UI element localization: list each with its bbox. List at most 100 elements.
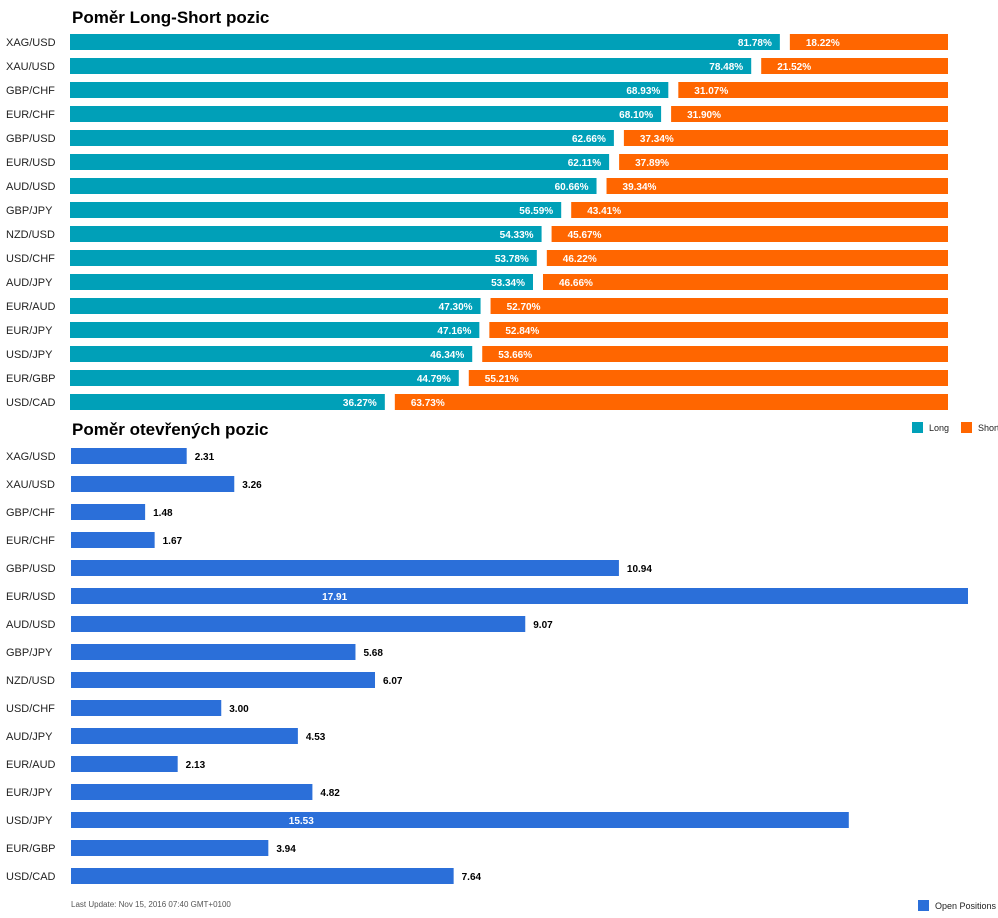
ls-category-label-aud-usd: AUD/USD [6,181,56,193]
open-positions-bar-aud-jpy [71,728,298,744]
open-positions-value-label-gbp-usd: 10.94 [627,564,652,575]
short-bar-gbp-chf [678,82,948,98]
short-bar-usd-jpy [482,346,948,362]
short-value-label-gbp-usd: 37.34% [640,134,674,145]
long-bar-eur-chf [70,106,662,122]
ls-category-label-eur-chf: EUR/CHF [6,109,55,121]
legend-label-short: Short [978,422,998,433]
short-bar-aud-usd [606,178,948,194]
open-positions-bar-gbp-jpy [71,644,356,660]
ls-category-label-eur-gbp: EUR/GBP [6,373,56,385]
long-bar-gbp-chf [70,82,669,98]
op-category-label-aud-usd: AUD/USD [6,619,56,631]
legend-item-short: Short [961,422,998,433]
op-category-label-xau-usd: XAU/USD [6,479,55,491]
legend-item-long: Long [912,422,949,433]
open-positions-bar-nzd-usd [71,672,376,688]
long-bar-eur-gbp [70,370,459,386]
op-category-label-usd-cad: USD/CAD [6,871,56,883]
ls-category-label-xag-usd: XAG/USD [6,37,56,49]
long-value-label-gbp-usd: 62.66% [572,134,606,145]
long-bar-usd-cad [70,394,385,410]
long-value-label-aud-usd: 60.66% [555,182,589,193]
short-bar-eur-gbp [468,370,948,386]
open-positions-value-label-nzd-usd: 6.07 [383,676,403,687]
ls-category-label-usd-jpy: USD/JPY [6,349,53,361]
op-category-label-nzd-usd: NZD/USD [6,675,55,687]
long-short-chart-title: Poměr Long-Short pozic [72,8,270,27]
long-value-label-eur-gbp: 44.79% [417,374,451,385]
long-bar-eur-usd [70,154,610,170]
open-positions-bar-xag-usd [71,448,187,464]
long-value-label-nzd-usd: 54.33% [500,230,534,241]
open-positions-chart: XAG/USD 2.31 XAU/USD 3.26 GBP/CHF 1.48 EUR/CHF… [6,448,968,884]
short-bar-usd-cad [394,394,948,410]
op-category-label-xag-usd: XAG/USD [6,451,56,463]
long-value-label-eur-jpy: 47.16% [437,326,471,337]
short-bar-gbp-jpy [571,202,948,218]
op-category-label-usd-chf: USD/CHF [6,703,55,715]
ls-category-label-eur-jpy: EUR/JPY [6,325,53,337]
short-value-label-gbp-jpy: 43.41% [587,206,621,217]
open-positions-value-label-eur-usd: 17.91 [322,592,347,603]
long-value-label-gbp-chf: 68.93% [626,86,660,97]
open-positions-value-label-xau-usd: 3.26 [242,480,262,491]
op-category-label-eur-jpy: EUR/JPY [6,787,53,799]
open-positions-value-label-usd-jpy: 15.53 [289,816,314,827]
long-value-label-xau-usd: 78.48% [709,62,743,73]
op-category-label-gbp-usd: GBP/USD [6,563,56,575]
short-bar-eur-aud [490,298,948,314]
long-bar-aud-usd [70,178,597,194]
ls-category-label-eur-usd: EUR/USD [6,157,56,169]
open-positions-bar-eur-jpy [71,784,313,800]
open-positions-value-label-usd-chf: 3.00 [229,704,249,715]
open-positions-chart-title: Poměr otevřených pozic [72,420,269,439]
long-value-label-usd-chf: 53.78% [495,254,529,265]
op-category-label-eur-chf: EUR/CHF [6,535,55,547]
op-category-label-gbp-jpy: GBP/JPY [6,647,53,659]
open-positions-bar-usd-chf [71,700,222,716]
open-positions-value-label-gbp-jpy: 5.68 [363,648,383,659]
ls-category-label-xau-usd: XAU/USD [6,61,55,73]
short-bar-aud-jpy [542,274,948,290]
open-positions-legend: Open Positions [918,900,996,911]
long-short-chart: XAG/USD 81.78% 18.22% XAU/USD 78.48% 21.52% GB… [6,34,948,410]
open-positions-bar-gbp-usd [71,560,619,576]
legend-swatch-long [912,422,923,433]
short-value-label-eur-chf: 31.90% [687,110,721,121]
open-positions-value-label-aud-usd: 9.07 [533,620,553,631]
open-positions-bar-eur-aud [71,756,178,772]
long-value-label-eur-chf: 68.10% [619,110,653,121]
long-value-label-usd-jpy: 46.34% [430,350,464,361]
ls-category-label-usd-cad: USD/CAD [6,397,56,409]
long-value-label-aud-jpy: 53.34% [491,278,525,289]
long-value-label-xag-usd: 81.78% [738,38,772,49]
long-bar-xau-usd [70,58,752,74]
long-bar-usd-jpy [70,346,473,362]
long-bar-aud-jpy [70,274,533,290]
open-positions-value-label-gbp-chf: 1.48 [153,508,173,519]
short-value-label-usd-cad: 63.73% [411,398,445,409]
open-positions-bar-eur-chf [71,532,155,548]
op-category-label-gbp-chf: GBP/CHF [6,507,55,519]
open-positions-bar-usd-jpy [71,812,849,828]
short-value-label-eur-aud: 52.70% [507,302,541,313]
open-positions-value-label-eur-gbp: 3.94 [276,844,296,855]
long-value-label-eur-aud: 47.30% [439,302,473,313]
legend-label-long: Long [929,422,950,433]
op-category-label-eur-aud: EUR/AUD [6,759,56,771]
last-update-text: Last Update: Nov 15, 2016 07:40 GMT+0100 [71,900,231,909]
legend-label-open-positions: Open Positions [935,900,997,911]
open-positions-value-label-aud-jpy: 4.53 [306,732,326,743]
long-bar-gbp-usd [70,130,614,146]
long-bar-gbp-jpy [70,202,562,218]
long-bar-usd-chf [70,250,537,266]
open-positions-bar-aud-usd [71,616,526,632]
legend-swatch-open-positions [918,900,929,911]
short-bar-usd-chf [546,250,948,266]
ls-category-label-gbp-usd: GBP/USD [6,133,56,145]
short-value-label-gbp-chf: 31.07% [694,86,728,97]
op-category-label-aud-jpy: AUD/JPY [6,731,53,743]
open-positions-value-label-xag-usd: 2.31 [195,452,215,463]
open-positions-value-label-usd-cad: 7.64 [462,872,482,883]
